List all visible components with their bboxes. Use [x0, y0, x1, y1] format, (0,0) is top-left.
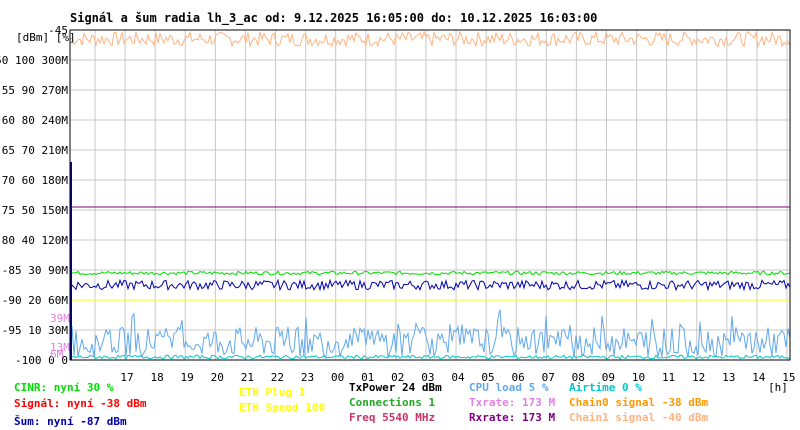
x-tick-label: 02 [391, 371, 404, 384]
series-chain1 [69, 30, 791, 49]
y-tick-label: -60 80 240M [0, 114, 68, 127]
extra-axis-label: 13M [50, 341, 70, 354]
y-tick-label: -80 40 120M [0, 234, 68, 247]
y-tick-label: -50 100 300M [0, 54, 68, 67]
legend-chain0: Chain0 signal -38 dBm [569, 396, 709, 409]
plot-frame [69, 29, 791, 361]
legend-eth-plug: ETH Plug 1 [239, 386, 306, 399]
x-tick-label: 10 [632, 371, 645, 384]
y-tick-label: -65 70 210M [0, 144, 68, 157]
x-tick-label: 19 [181, 371, 194, 384]
x-tick-label: 05 [481, 371, 494, 384]
legend-txpower: TxPower 24 dBm [349, 381, 442, 394]
legend-cpu: CPU load 5 % [469, 381, 549, 394]
x-tick-label: 03 [421, 371, 434, 384]
extra-axis-label: 6M [50, 348, 64, 361]
legend-airtime: Airtime 0 % [569, 381, 642, 394]
legend-signal: Signál: nyní -38 dBm [14, 397, 147, 410]
y-tick-label: -90 20 60M [2, 294, 69, 307]
x-tick-label: 07 [542, 371, 555, 384]
series-lines [69, 30, 791, 360]
x-tick-label: 09 [602, 371, 615, 384]
x-tick-label: 14 [752, 371, 766, 384]
series-airtime [69, 354, 791, 360]
chart-title: Signál a šum radia lh_3_ac od: 9.12.2025… [70, 11, 598, 25]
y-tick-label: -100 0 0 [15, 354, 68, 367]
legend-noise: Šum: nyní -87 dBm [14, 415, 127, 428]
x-tick-label: 08 [572, 371, 585, 384]
axes: -45 -50 100 300M -55 90 270M -60 80 240M -65… [0, 24, 796, 394]
x-tick-label: 11 [662, 371, 675, 384]
x-tick-label: 15 [782, 371, 795, 384]
series-cpu [69, 309, 791, 359]
series-cinr [69, 270, 791, 276]
y-tick-label: -45 [48, 24, 68, 37]
x-tick-label: 06 [512, 371, 525, 384]
y-tick-label: -75 50 150M [0, 204, 68, 217]
y-tick-label: -85 30 90M [2, 264, 69, 277]
x-tick-label: 20 [211, 371, 224, 384]
grid [70, 29, 790, 361]
extra-axis-label: 39M [50, 312, 70, 325]
y-tick-label: -95 10 30M [2, 324, 69, 337]
legend-rxrate: Rxrate: 173 M [469, 411, 556, 424]
x-unit-label: [h] [768, 381, 788, 394]
y-tick-label: -55 90 270M [0, 84, 68, 97]
legend-eth-speed: ETH Speed 100 [239, 401, 326, 414]
x-tick-label: 13 [722, 371, 735, 384]
x-tick-label: 01 [361, 371, 374, 384]
x-tick-label: 22 [271, 371, 284, 384]
y-tick-label: -70 60 180M [0, 174, 68, 187]
legend-connections: Connections 1 [349, 396, 436, 409]
x-tick-label: 17 [120, 371, 133, 384]
legend-txrate: Txrate: 173 M [469, 396, 556, 409]
x-tick-label: 12 [692, 371, 705, 384]
x-tick-label: 23 [301, 371, 314, 384]
series-noise [69, 278, 791, 292]
legend-chain1: Chain1 signal -40 dBm [569, 411, 709, 424]
x-tick-label: 18 [150, 371, 163, 384]
x-tick-label: 00 [331, 371, 344, 384]
x-tick-label: 04 [451, 371, 465, 384]
legend-cinr: CINR: nyní 30 % [14, 381, 114, 394]
legend-freq: Freq 5540 MHz [349, 411, 436, 424]
x-tick-label: 21 [241, 371, 254, 384]
y-axis-header: [dBm] [%] [16, 31, 76, 44]
